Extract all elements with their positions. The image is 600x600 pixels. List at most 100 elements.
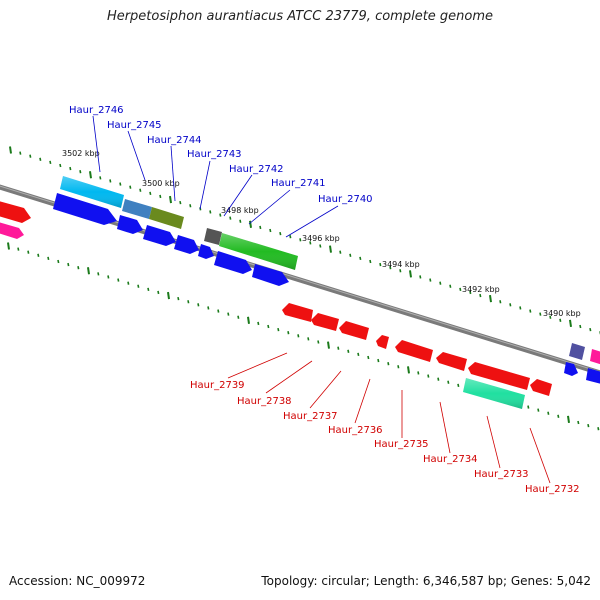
gene-label-haur-2738: Haur_2738 xyxy=(237,396,292,407)
scale-major-tick xyxy=(167,291,170,300)
scale-major-tick xyxy=(89,171,92,179)
gene-label-haur-2736: Haur_2736 xyxy=(328,425,383,436)
scale-minor-tick xyxy=(157,290,160,295)
scale-minor-tick xyxy=(519,306,522,310)
scale-minor-tick xyxy=(279,231,282,236)
scale-minor-tick xyxy=(367,355,370,360)
scale-minor-tick xyxy=(207,306,210,310)
scale-minor-tick xyxy=(267,324,270,329)
cds-reverse-3 xyxy=(339,321,369,340)
scale-minor-tick xyxy=(597,427,600,431)
feature-left-pink xyxy=(0,222,24,239)
scale-minor-tick xyxy=(19,151,22,155)
scale-minor-tick xyxy=(189,204,192,208)
scale-minor-tick xyxy=(229,216,232,220)
scale-major-tick xyxy=(569,319,572,328)
scale-minor-tick xyxy=(347,349,350,353)
scale-minor-tick xyxy=(27,250,30,254)
gene-label-haur-2735: Haur_2735 xyxy=(374,439,429,450)
scale-minor-tick xyxy=(257,321,260,326)
scale-minor-tick xyxy=(369,259,372,264)
gene-label-haur-2739: Haur_2739 xyxy=(190,380,245,391)
scale-minor-tick xyxy=(399,269,402,273)
scale-minor-tick xyxy=(99,176,102,180)
scale-major-tick xyxy=(169,195,172,204)
scale-minor-tick xyxy=(127,281,130,285)
scale-minor-tick xyxy=(79,170,82,174)
scale-label: 3494 kbp xyxy=(382,260,420,269)
scale-minor-tick xyxy=(49,160,52,165)
scale-minor-tick xyxy=(237,315,240,319)
feature-outer-gray xyxy=(204,228,222,245)
scale-minor-tick xyxy=(529,309,532,313)
cds-reverse-7 xyxy=(468,362,530,390)
gene-label-haur-2746: Haur_2746 xyxy=(69,105,124,116)
scale-minor-tick xyxy=(387,362,390,366)
scale-minor-tick xyxy=(429,278,432,282)
scale-minor-tick xyxy=(549,315,552,319)
gene-label-haur-2737: Haur_2737 xyxy=(283,411,338,422)
scale-minor-tick xyxy=(39,157,42,161)
scale-minor-tick xyxy=(57,259,60,264)
scale-minor-tick xyxy=(539,312,542,316)
scale-minor-tick xyxy=(389,266,392,270)
scale-minor-tick xyxy=(537,408,540,412)
scale-major-tick xyxy=(247,316,250,324)
scale-minor-tick xyxy=(137,284,140,288)
scale-minor-tick xyxy=(177,296,180,301)
scale-minor-tick xyxy=(419,275,422,279)
scale-minor-tick xyxy=(309,241,312,245)
scale-minor-tick xyxy=(527,405,530,409)
gene-label-haur-2733: Haur_2733 xyxy=(474,469,529,480)
cds-reverse-8 xyxy=(530,379,552,396)
scale-minor-tick xyxy=(317,340,320,344)
cds-forward-8 xyxy=(564,362,578,376)
scale-minor-tick xyxy=(179,200,182,205)
gene-label-haur-2743: Haur_2743 xyxy=(187,149,242,160)
scale-minor-tick xyxy=(97,272,100,276)
cds-reverse-2 xyxy=(311,313,339,331)
scale-minor-tick xyxy=(187,300,190,304)
scale-minor-tick xyxy=(509,303,512,307)
scale-major-tick xyxy=(7,242,10,250)
genome-stats-text: Topology: circular; Length: 6,346,587 bp… xyxy=(261,574,591,588)
scale-major-tick xyxy=(489,295,492,303)
outer-scale-ticks xyxy=(9,146,600,335)
gene-label-haur-2741: Haur_2741 xyxy=(271,178,326,189)
scale-minor-tick xyxy=(77,266,80,270)
scale-minor-tick xyxy=(129,185,132,189)
scale-minor-tick xyxy=(339,250,342,254)
scale-minor-tick xyxy=(359,256,362,261)
scale-label: 3496 kbp xyxy=(302,234,340,243)
scale-minor-tick xyxy=(147,287,150,292)
gene-label-haur-2740: Haur_2740 xyxy=(318,194,373,205)
page-title: Herpetosiphon aurantiacus ATCC 23779, co… xyxy=(106,9,494,24)
scale-minor-tick xyxy=(269,228,272,233)
gene-label-haur-2732: Haur_2732 xyxy=(525,484,580,495)
scale-minor-tick xyxy=(357,352,360,357)
scale-minor-tick xyxy=(59,163,62,168)
scale-minor-tick xyxy=(417,371,420,375)
scale-label: 3500 kbp xyxy=(142,179,180,188)
scale-minor-tick xyxy=(217,309,220,313)
scale-minor-tick xyxy=(307,337,310,341)
scale-minor-tick xyxy=(459,287,462,292)
scale-minor-tick xyxy=(379,262,382,267)
scale-minor-tick xyxy=(139,188,142,192)
scale-minor-tick xyxy=(209,210,212,214)
gene-label-haur-2745: Haur_2745 xyxy=(107,120,162,131)
scale-minor-tick xyxy=(117,278,120,282)
cds-reverse-4 xyxy=(376,335,389,349)
feature-outer-steelblue xyxy=(122,199,152,219)
scale-minor-tick xyxy=(227,312,230,316)
scale-minor-tick xyxy=(17,247,20,251)
scale-minor-tick xyxy=(557,414,560,418)
cds-reverse-5 xyxy=(395,340,433,362)
scale-minor-tick xyxy=(337,346,340,350)
cds-forward-7 xyxy=(252,264,289,286)
scale-major-tick xyxy=(249,220,252,228)
scale-minor-tick xyxy=(149,191,152,196)
scale-minor-tick xyxy=(37,253,40,257)
scale-minor-tick xyxy=(319,244,322,248)
feature-shading xyxy=(60,176,525,409)
